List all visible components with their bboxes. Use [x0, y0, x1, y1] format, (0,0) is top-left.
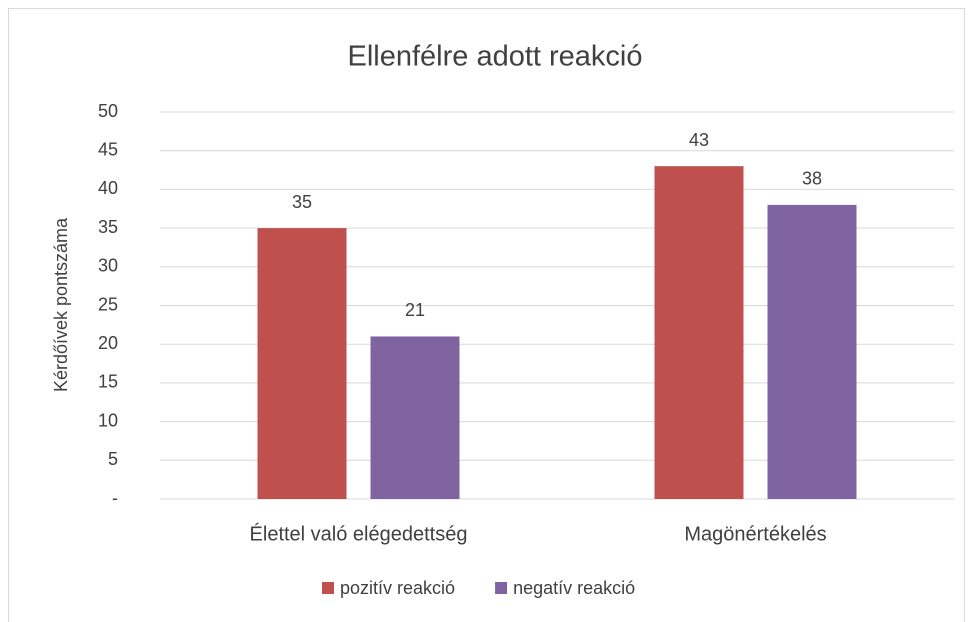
- y-tick-label: 5: [108, 449, 118, 469]
- legend-swatch: [322, 582, 334, 594]
- bar: [257, 228, 347, 499]
- y-tick-label: -: [112, 488, 118, 508]
- legend-label: pozitív reakció: [340, 578, 455, 598]
- y-tick-label: 30: [98, 256, 118, 276]
- y-tick-label: 45: [98, 139, 118, 159]
- bar: [767, 204, 857, 499]
- y-tick-label: 40: [98, 178, 118, 198]
- chart-title: Ellenfélre adott reakció: [348, 41, 643, 73]
- legend-swatch: [495, 582, 508, 594]
- data-label: 38: [802, 169, 822, 189]
- y-tick-label: 25: [98, 294, 118, 314]
- x-tick-label: Élettel való elégedettség: [250, 522, 468, 545]
- legend-label: negatív reakció: [513, 578, 635, 598]
- x-tick-label: Magönértékelés: [684, 523, 826, 545]
- data-label: 43: [689, 130, 709, 150]
- bar: [654, 166, 744, 499]
- y-tick-label: 20: [98, 333, 118, 353]
- y-tick-label: 10: [98, 410, 118, 430]
- data-label: 35: [292, 192, 312, 212]
- bar: [370, 336, 460, 499]
- y-tick-label: 15: [98, 372, 118, 392]
- y-tick-label: 35: [98, 217, 118, 237]
- y-tick-label: 50: [98, 101, 118, 121]
- y-axis-label: Kérdőívek pontszáma: [51, 217, 71, 392]
- data-label: 21: [405, 300, 425, 320]
